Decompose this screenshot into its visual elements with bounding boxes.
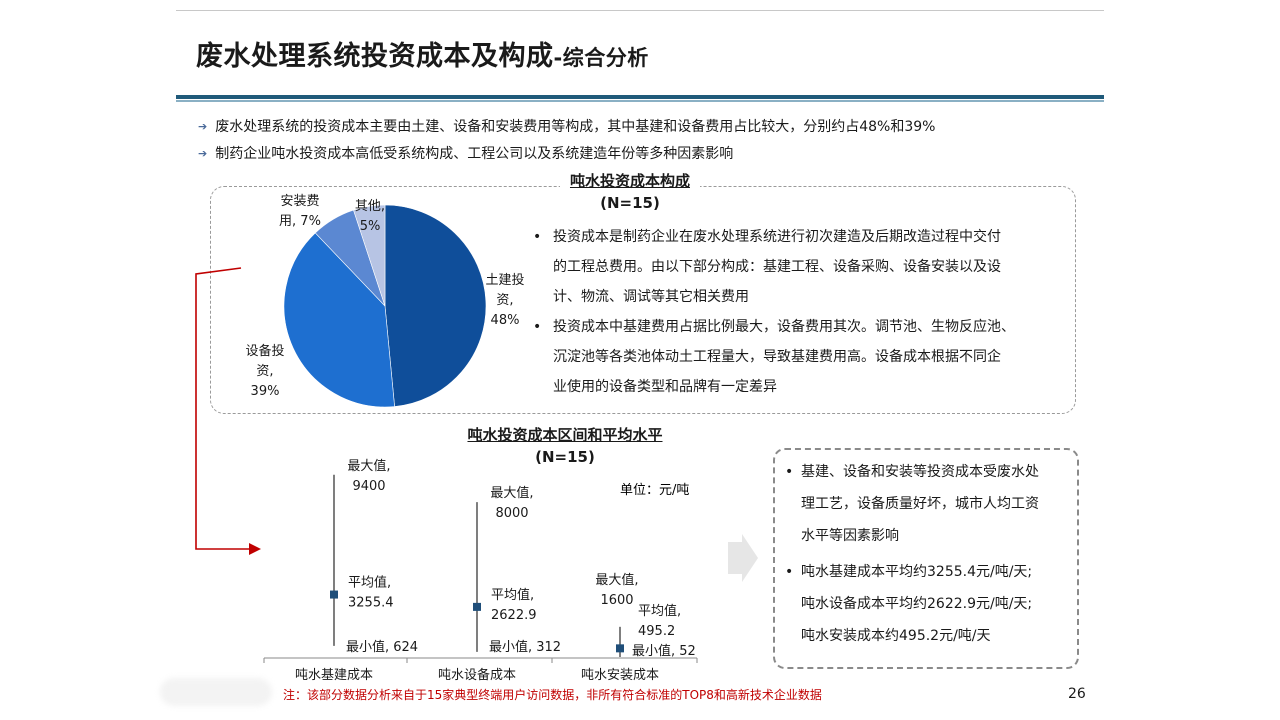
max-label-equipment: 最大值, 8000 [490,485,533,521]
avg-label-installation: 平均值, 495.2 [638,603,681,639]
arrow-bullet-icon: ➔ [198,119,208,133]
summary-bullet-text: 废水处理系统的投资成本主要由土建、设备和安装费用等构成，其中基建和设备费用占比较… [215,119,936,135]
blurred-logo [160,678,272,706]
summary-bullet-text: 制药企业吨水投资成本高低受系统构成、工程公司以及系统建造年份等多种因素影响 [215,146,734,162]
pie-chart-title: 吨水投资成本构成 (N=15) [560,170,700,212]
avg-marker-civil [330,590,338,599]
pie-subtitle-text: (N=15) [600,194,660,212]
pie-title-text: 吨水投资成本构成 [560,170,700,191]
summary-panel [773,448,1079,669]
max-label-installation: 最大值, 1600 [595,572,638,608]
composition-point-1: 投资成本是制药企业在废水处理系统进行初次建造及后期改造过程中交付 的工程总费用。… [531,222,1061,312]
text-line: 业使用的设备类型和品牌有一定差异 [553,379,777,395]
text-line: 的工程总费用。由以下部分构成：基建工程、设备采购、设备安装以及设 [553,259,1001,275]
range-title-text: 吨水投资成本区间和平均水平 [467,426,663,444]
text-line: 沉淀池等各类池体动土工程量大，导致基建费用高。设备成本根据不同企 [553,349,1001,365]
category-label-equipment: 吨水设备成本 [438,667,516,683]
arrow-bullet-icon: ➔ [198,146,208,160]
text-line: 吨水设备成本平均约2622.9元/吨/天; [801,596,1033,612]
text-line: 吨水基建成本平均约3255.4元/吨/天; [801,564,1033,580]
chevron-right-icon [728,534,758,582]
text-line: 计、物流、调试等其它相关费用 [553,289,749,305]
pie-label-installation: 安装费用, 7% [279,194,321,229]
max-label-civil: 最大值, 9400 [347,458,390,494]
range-subtitle-text: (N=15) [535,448,595,466]
min-label-civil: 最小值, 624 [346,639,418,655]
pie-slice-equipment [283,232,395,408]
title-divider-light [176,100,1104,102]
text-line: 投资成本中基建费用占据比例最大，设备费用其次。调节池、生物反应池、 [553,319,1015,335]
pie-chart: 土建投资, 48% 设备投资, 39% 安装费用, 7% 其他, 5% [245,194,525,408]
connector-arrow [195,267,261,555]
avg-label-civil: 平均值, 3255.4 [348,575,394,611]
summary-point-2: 吨水基建成本平均约3255.4元/吨/天; 吨水设备成本平均约2622.9元/吨… [783,556,1071,652]
page-title: 废水处理系统投资成本及构成-综合分析 [196,34,649,73]
pie-label-civil: 土建投资, 48% [485,272,524,328]
title-divider [176,95,1104,99]
summary-panel-text: 基建、设备和安装等投资成本受废水处 理工艺，设备质量好坏，城市人均工资 水平等因… [783,456,1071,656]
min-label-installation: 最小值, 52 [632,643,696,659]
min-label-equipment: 最小值, 312 [489,639,561,655]
summary-bullet-1: ➔ 废水处理系统的投资成本主要由土建、设备和安装费用等构成，其中基建和设备费用占… [198,116,935,136]
unit-label: 单位：元/吨 [620,483,689,498]
text-line: 吨水安装成本约495.2元/吨/天 [801,628,991,644]
range-chart: 单位：元/吨 最大值, 9400 平均值, 3255.4 最小值, 624 吨水基建成本 最… [263,458,698,683]
avg-label-equipment: 平均值, 2622.9 [491,587,537,623]
text-line: 水平等因素影响 [801,528,899,544]
pie-slice-civil [384,204,487,407]
text-line: 基建、设备和安装等投资成本受废水处 [801,464,1039,480]
category-label-civil: 吨水基建成本 [295,668,373,683]
text-line: 投资成本是制药企业在废水处理系统进行初次建造及后期改造过程中交付 [553,229,1001,245]
pie-label-equipment: 设备投资, 39% [245,343,284,399]
page-number: 26 [1068,686,1086,702]
summary-point-1: 基建、设备和安装等投资成本受废水处 理工艺，设备质量好坏，城市人均工资 水平等因… [783,456,1071,552]
title-main: 废水处理系统投资成本及构成 [196,41,554,72]
source-note: 注：该部分数据分析来自于15家典型终端用户访问数据，非所有符合标准的TOP8和高… [283,688,822,702]
avg-marker-installation [616,644,624,653]
avg-marker-equipment [473,602,481,611]
range-chart-title: 吨水投资成本区间和平均水平 (N=15) [450,424,680,466]
text-line: 理工艺，设备质量好坏，城市人均工资 [801,496,1039,512]
pie-label-other: 其他, 5% [355,199,385,234]
title-sub: -综合分析 [553,46,649,70]
composition-description: 投资成本是制药企业在废水处理系统进行初次建造及后期改造过程中交付 的工程总费用。… [531,222,1061,402]
pie-slice-other [353,204,386,307]
top-rule [176,10,1104,11]
composition-point-2: 投资成本中基建费用占据比例最大，设备费用其次。调节池、生物反应池、 沉淀池等各类… [531,312,1061,402]
category-label-installation: 吨水安装成本 [581,668,659,683]
summary-bullet-2: ➔ 制药企业吨水投资成本高低受系统构成、工程公司以及系统建造年份等多种因素影响 [198,143,733,163]
